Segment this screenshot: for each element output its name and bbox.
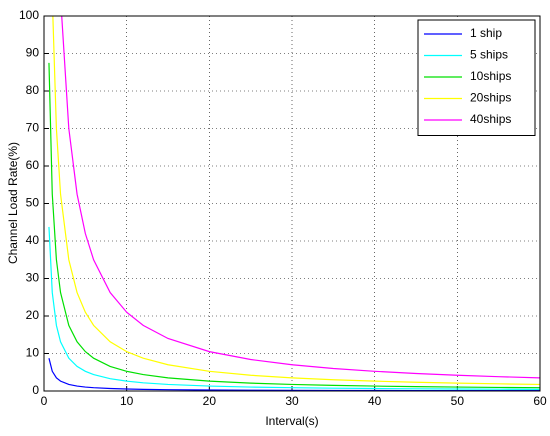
x-tick-label: 40 [368,394,382,408]
x-tick-label: 10 [120,394,134,408]
series-line [48,62,540,389]
y-tick-label: 90 [26,46,40,60]
x-tick-label: 60 [533,394,547,408]
legend-label: 10ships [470,69,511,83]
legend-label: 40ships [470,112,511,126]
y-tick-label: 70 [26,121,40,135]
y-tick-label: 50 [26,196,40,210]
series-line [52,16,540,386]
x-tick-label: 0 [41,394,48,408]
x-tick-label: 50 [451,394,465,408]
series-group [48,16,540,391]
series-line [48,226,540,390]
legend-label: 5 ships [470,48,508,62]
legend-box [417,19,536,136]
y-tick-label: 0 [32,383,39,397]
y-tick-label: 10 [26,346,40,360]
x-tick-label: 20 [203,394,217,408]
x-axis-label: Interval(s) [265,414,318,428]
plot-border [43,15,541,392]
legend-label: 20ships [470,91,511,105]
y-tick-label: 80 [26,83,40,97]
y-tick-label: 40 [26,233,40,247]
y-tick-label: 100 [19,8,39,22]
legend-label: 1 ship [470,26,502,40]
y-tick-label: 20 [26,308,40,322]
y-tick-label: 30 [26,271,40,285]
x-tick-label: 30 [285,394,299,408]
y-axis-label: Channel Load Rate(%) [6,142,20,264]
series-line [61,16,540,379]
y-tick-label: 60 [26,158,40,172]
